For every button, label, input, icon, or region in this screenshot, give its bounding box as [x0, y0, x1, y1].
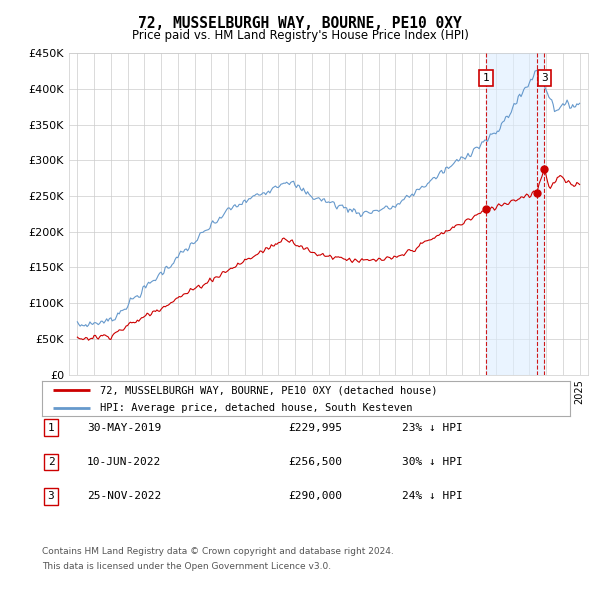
Text: 72, MUSSELBURGH WAY, BOURNE, PE10 0XY (detached house): 72, MUSSELBURGH WAY, BOURNE, PE10 0XY (d…: [100, 385, 437, 395]
Text: 30-MAY-2019: 30-MAY-2019: [87, 423, 161, 432]
Text: 3: 3: [47, 491, 55, 501]
Text: 1: 1: [482, 73, 490, 83]
Text: 10-JUN-2022: 10-JUN-2022: [87, 457, 161, 467]
Text: 30% ↓ HPI: 30% ↓ HPI: [402, 457, 463, 467]
Text: 24% ↓ HPI: 24% ↓ HPI: [402, 491, 463, 501]
Text: Price paid vs. HM Land Registry's House Price Index (HPI): Price paid vs. HM Land Registry's House …: [131, 29, 469, 42]
Text: £256,500: £256,500: [288, 457, 342, 467]
Text: 23% ↓ HPI: 23% ↓ HPI: [402, 423, 463, 432]
Text: 72, MUSSELBURGH WAY, BOURNE, PE10 0XY: 72, MUSSELBURGH WAY, BOURNE, PE10 0XY: [138, 16, 462, 31]
Text: £229,995: £229,995: [288, 423, 342, 432]
Text: £290,000: £290,000: [288, 491, 342, 501]
Text: Contains HM Land Registry data © Crown copyright and database right 2024.: Contains HM Land Registry data © Crown c…: [42, 547, 394, 556]
Bar: [486, 53, 544, 375]
Text: 25-NOV-2022: 25-NOV-2022: [87, 491, 161, 501]
Text: 3: 3: [541, 73, 548, 83]
Text: HPI: Average price, detached house, South Kesteven: HPI: Average price, detached house, Sout…: [100, 403, 413, 413]
Text: 1: 1: [47, 423, 55, 432]
Text: This data is licensed under the Open Government Licence v3.0.: This data is licensed under the Open Gov…: [42, 562, 331, 571]
Text: 2: 2: [47, 457, 55, 467]
